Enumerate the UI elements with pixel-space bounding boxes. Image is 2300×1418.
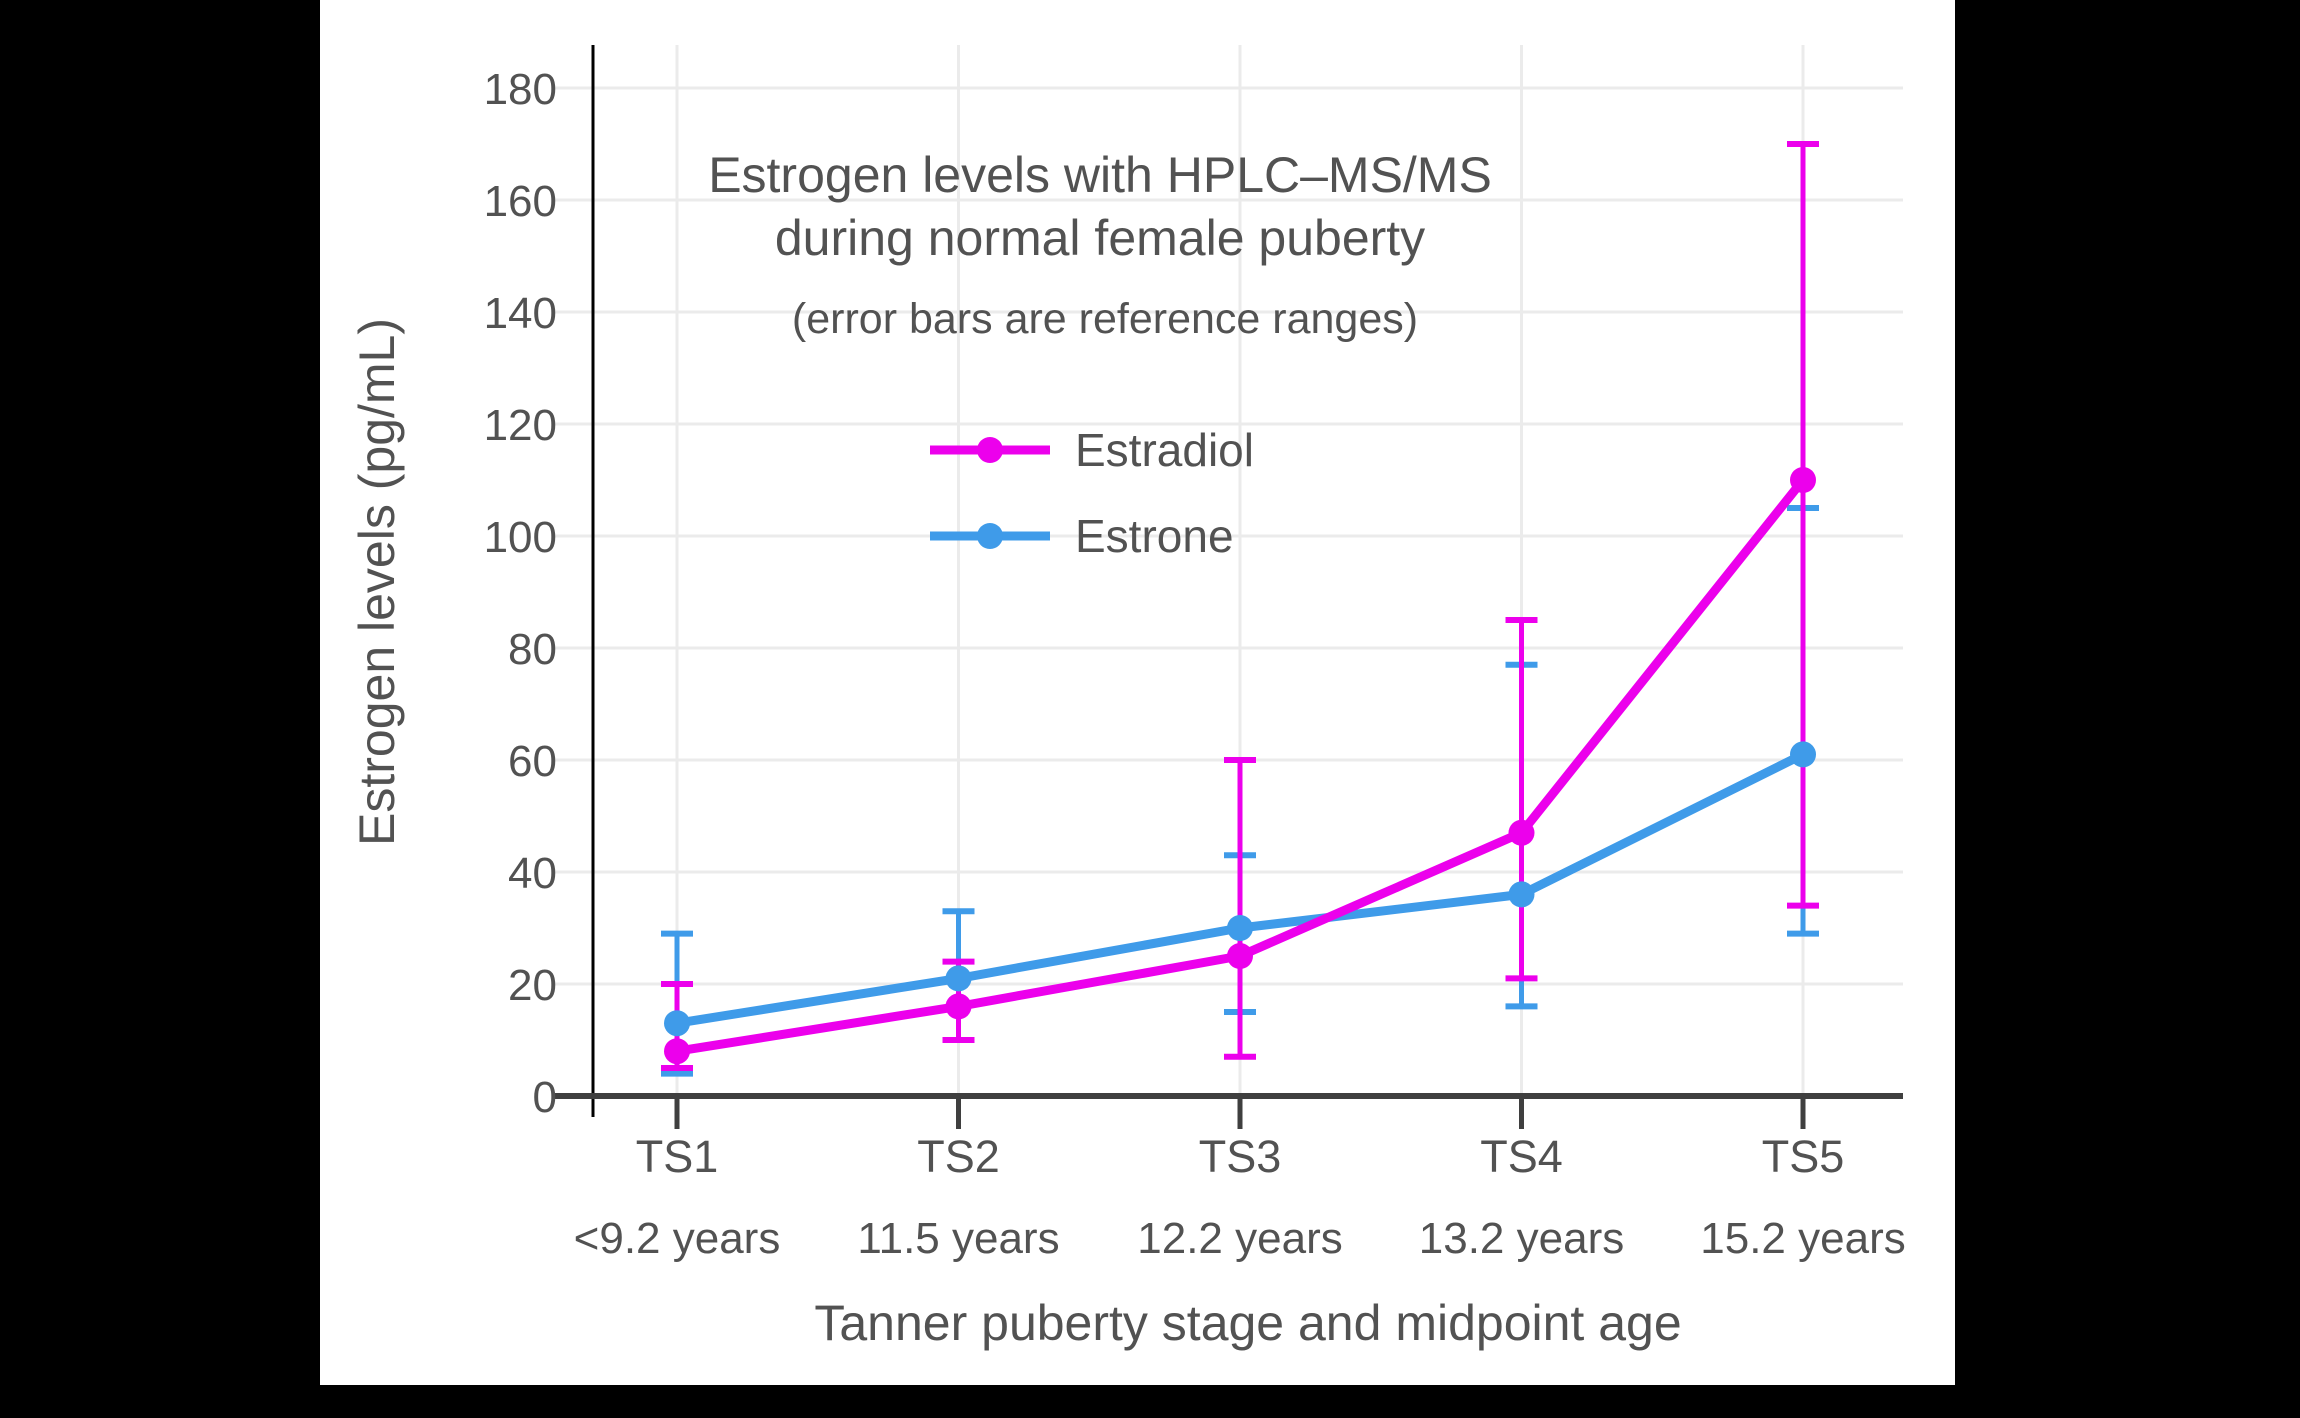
legend-marker-estrone [977, 523, 1003, 549]
x-age-label-ts1: <9.2 years [574, 1214, 781, 1263]
chart-canvas: 0 20 40 60 80 100 120 140 160 180 TS1 TS… [320, 0, 1955, 1385]
estradiol-point-TS2 [945, 993, 972, 1020]
legend-label-estradiol: Estradiol [1075, 424, 1254, 476]
x-tick-label-ts4: TS4 [1480, 1131, 1563, 1182]
plot-layer [553, 45, 1903, 1129]
estrone-point-TS5 [1790, 741, 1816, 768]
y-tick-label-120: 120 [484, 401, 557, 450]
estrogen-line-chart: 0 20 40 60 80 100 120 140 160 180 TS1 TS… [349, 45, 1906, 1351]
y-tick-label-20: 20 [508, 961, 557, 1010]
y-tick-label-0: 0 [533, 1073, 557, 1122]
x-age-label-ts2: 11.5 years [857, 1214, 1059, 1263]
legend-label-estrone: Estrone [1075, 510, 1234, 562]
y-tick-label-40: 40 [508, 849, 557, 898]
y-tick-label-140: 140 [484, 289, 557, 338]
x-tick-label-ts5: TS5 [1762, 1131, 1845, 1182]
x-tick-label-ts3: TS3 [1199, 1131, 1282, 1182]
y-tick-label-160: 160 [484, 177, 557, 226]
x-tick-label-ts2: TS2 [917, 1131, 1000, 1182]
estradiol-point-TS5 [1790, 467, 1816, 493]
x-age-label-ts3: 12.2 years [1137, 1214, 1342, 1263]
y-axis-title: Estrogen levels (pg/mL) [349, 318, 405, 846]
estrone-point-TS3 [1227, 915, 1253, 941]
y-tick-label-80: 80 [508, 625, 557, 674]
estrone-point-TS1 [664, 1010, 690, 1037]
x-age-label-ts4: 13.2 years [1419, 1214, 1624, 1263]
legend-marker-estradiol [977, 437, 1003, 463]
x-axis-title: Tanner puberty stage and midpoint age [814, 1295, 1681, 1351]
estradiol-point-TS1 [664, 1038, 690, 1065]
chart-title-line2: during normal female puberty [775, 210, 1425, 266]
chart-subtitle: (error bars are reference ranges) [792, 295, 1418, 343]
estradiol-point-TS4 [1508, 819, 1535, 846]
estrone-point-TS4 [1508, 881, 1535, 908]
estradiol-point-TS3 [1227, 943, 1253, 969]
estrone-point-TS2 [945, 965, 972, 992]
y-tick-label-60: 60 [508, 737, 557, 786]
x-tick-label-ts1: TS1 [636, 1131, 719, 1182]
y-tick-label-100: 100 [484, 513, 557, 562]
x-age-label-ts5: 15.2 years [1700, 1214, 1905, 1263]
chart-title-line1: Estrogen levels with HPLC–MS/MS [708, 147, 1492, 203]
y-tick-label-180: 180 [484, 65, 557, 114]
